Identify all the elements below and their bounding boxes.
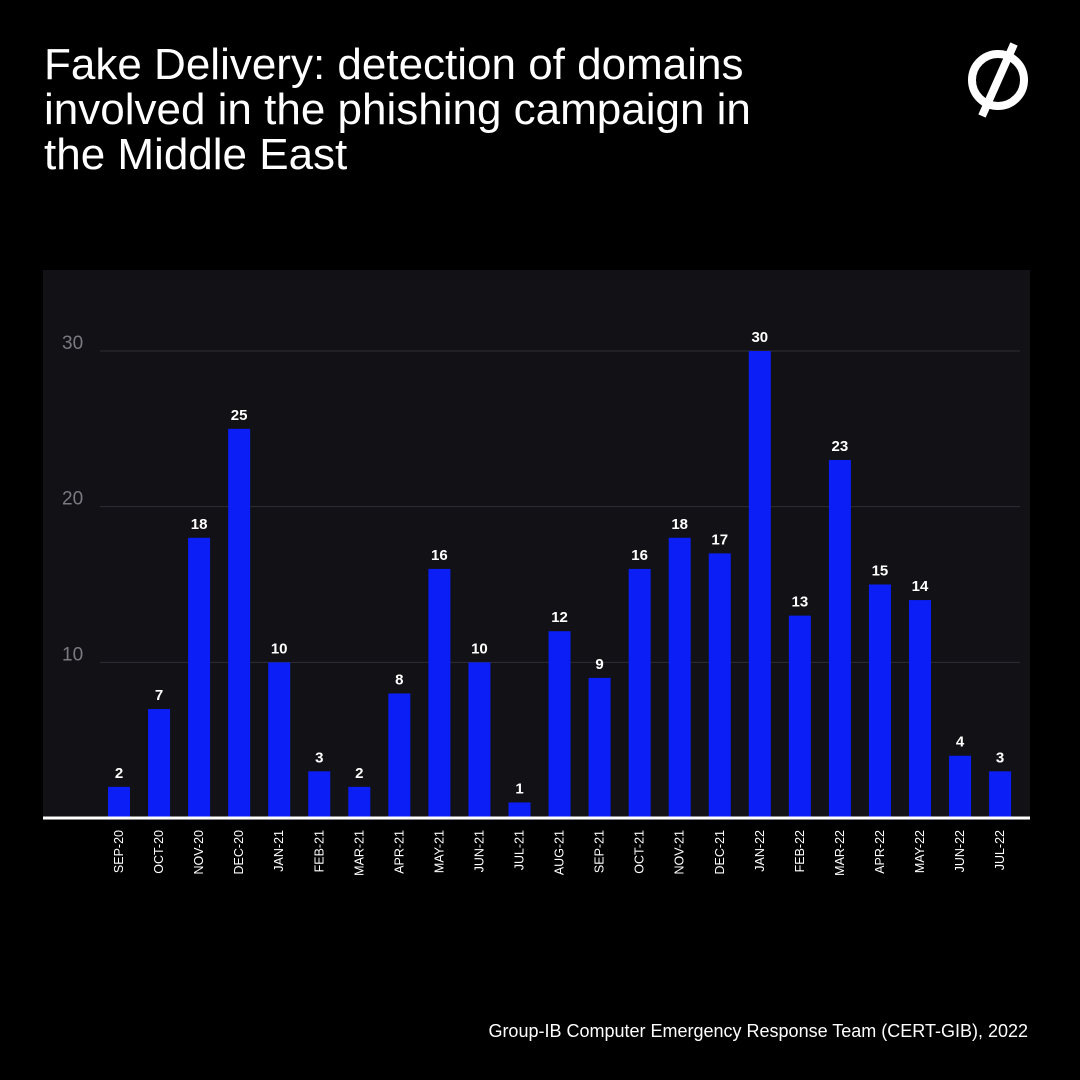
x-tick-label: JUL-22 bbox=[993, 830, 1007, 870]
value-label: 17 bbox=[711, 531, 728, 548]
bar bbox=[188, 537, 211, 818]
x-tick-label: MAY-22 bbox=[913, 830, 927, 873]
value-label: 18 bbox=[191, 516, 208, 533]
value-label: 3 bbox=[315, 749, 323, 766]
value-label: 15 bbox=[872, 563, 889, 580]
bar bbox=[949, 755, 972, 818]
value-label: 23 bbox=[832, 438, 849, 455]
x-tick-label: SEP-20 bbox=[112, 830, 126, 873]
x-tick-label: FEB-22 bbox=[793, 830, 807, 872]
x-tick-label: MAR-21 bbox=[352, 830, 366, 876]
x-tick-label: APR-21 bbox=[392, 830, 406, 874]
value-label: 10 bbox=[471, 640, 488, 657]
value-label: 14 bbox=[912, 578, 929, 595]
value-label: 1 bbox=[515, 780, 523, 797]
bar bbox=[668, 537, 691, 818]
value-label: 25 bbox=[231, 407, 248, 424]
x-tick-label: JAN-22 bbox=[753, 830, 767, 872]
bar bbox=[628, 568, 651, 818]
value-label: 9 bbox=[595, 656, 603, 673]
value-label: 2 bbox=[115, 765, 123, 782]
x-tick-label: OCT-20 bbox=[152, 830, 166, 874]
x-tick-label: OCT-21 bbox=[633, 830, 647, 874]
y-tick-label: 20 bbox=[62, 489, 83, 510]
bar bbox=[148, 709, 171, 818]
x-tick-label: FEB-21 bbox=[312, 830, 326, 872]
value-label: 13 bbox=[792, 594, 809, 611]
bar bbox=[268, 662, 291, 818]
x-tick-label: JUL-21 bbox=[513, 830, 527, 870]
value-label: 16 bbox=[631, 547, 648, 564]
bar bbox=[468, 662, 491, 818]
value-label: 3 bbox=[996, 749, 1004, 766]
chart-title: Fake Delivery: detection of domains invo… bbox=[44, 40, 751, 179]
x-tick-label: AUG-21 bbox=[553, 830, 567, 875]
value-label: 4 bbox=[956, 734, 965, 751]
bar bbox=[989, 771, 1012, 818]
x-tick-label: JAN-21 bbox=[272, 830, 286, 872]
source-note: Group-IB Computer Emergency Response Tea… bbox=[488, 1021, 1028, 1041]
x-tick-label: NOV-20 bbox=[192, 830, 206, 875]
bar bbox=[828, 459, 851, 818]
bar bbox=[748, 351, 771, 818]
value-label: 18 bbox=[671, 516, 688, 533]
x-tick-label: DEC-21 bbox=[713, 830, 727, 875]
value-label: 7 bbox=[155, 687, 163, 704]
value-label: 30 bbox=[751, 329, 768, 346]
bar bbox=[588, 677, 611, 818]
x-tick-label: SEP-21 bbox=[593, 830, 607, 873]
y-tick-label: 10 bbox=[62, 644, 83, 665]
x-tick-label: DEC-20 bbox=[232, 830, 246, 875]
value-label: 2 bbox=[355, 765, 363, 782]
x-tick-label: JUN-22 bbox=[953, 830, 967, 872]
bar bbox=[108, 786, 130, 818]
bar bbox=[388, 693, 411, 818]
value-label: 8 bbox=[395, 671, 403, 688]
bar bbox=[348, 786, 371, 818]
bar bbox=[508, 802, 531, 818]
value-label: 10 bbox=[271, 640, 288, 657]
bar bbox=[788, 615, 811, 818]
x-tick-label: APR-22 bbox=[873, 830, 887, 874]
y-tick-label: 30 bbox=[62, 333, 83, 354]
bar bbox=[228, 428, 251, 818]
x-tick-label: NOV-21 bbox=[673, 830, 687, 875]
bar bbox=[909, 600, 931, 818]
logo bbox=[968, 42, 1028, 118]
bar bbox=[428, 568, 451, 818]
bar bbox=[308, 771, 331, 818]
value-label: 16 bbox=[431, 547, 448, 564]
x-tick-label: MAY-21 bbox=[432, 830, 446, 873]
bar bbox=[708, 553, 731, 818]
x-tick-label: MAR-22 bbox=[833, 830, 847, 876]
x-tick-label: JUN-21 bbox=[472, 830, 486, 872]
bar bbox=[868, 584, 891, 818]
bar bbox=[548, 631, 571, 818]
value-label: 12 bbox=[551, 609, 568, 626]
